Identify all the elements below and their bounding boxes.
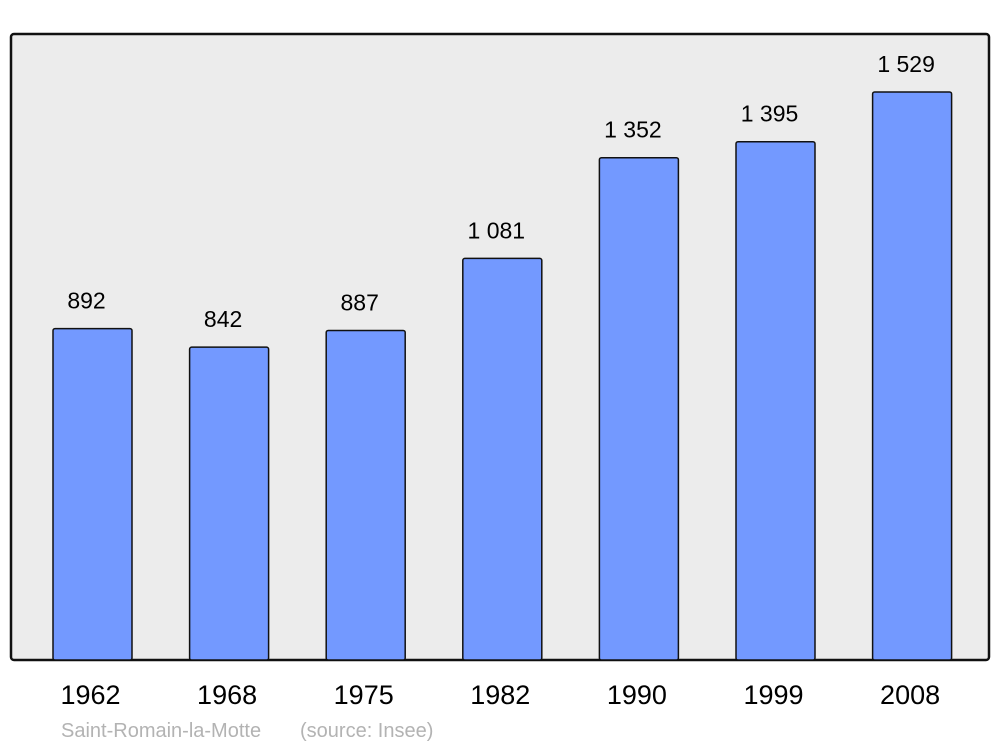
x-tick-label-1990: 1990 bbox=[607, 680, 667, 710]
bar-2008 bbox=[871, 91, 953, 661]
data-label-1968: 842 bbox=[204, 306, 242, 332]
data-label-1999: 1 395 bbox=[741, 101, 799, 127]
bar-1962 bbox=[52, 327, 133, 661]
data-label-1962: 892 bbox=[67, 288, 105, 314]
data-label-1975: 887 bbox=[341, 289, 379, 315]
bar-1968 bbox=[188, 346, 270, 661]
data-label-1982: 1 081 bbox=[468, 217, 526, 243]
bar-1999 bbox=[735, 140, 816, 661]
footer-place: Saint-Romain-la-Motte bbox=[61, 720, 261, 742]
x-tick-label-1982: 1982 bbox=[470, 680, 530, 710]
data-label-1990: 1 352 bbox=[604, 117, 662, 143]
x-tick-label-1975: 1975 bbox=[334, 680, 394, 710]
data-label-2008: 1 529 bbox=[877, 51, 935, 77]
x-tick-label-2008: 2008 bbox=[880, 680, 940, 710]
x-tick-label-1999: 1999 bbox=[743, 680, 803, 710]
x-tick-label-1962: 1962 bbox=[60, 680, 120, 710]
bar-1982 bbox=[462, 257, 543, 661]
bar-1990 bbox=[598, 156, 680, 661]
footer-source: (source: Insee) bbox=[300, 720, 433, 742]
x-tick-label-1968: 1968 bbox=[197, 680, 257, 710]
bar-1975 bbox=[325, 329, 406, 661]
